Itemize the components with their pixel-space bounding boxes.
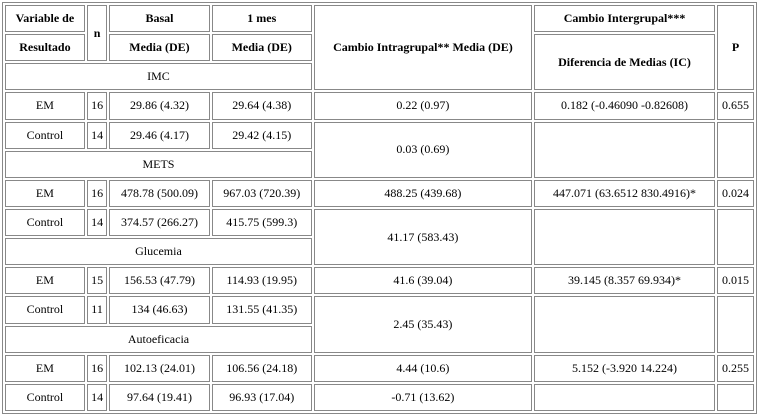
intra-cell: 41.17 (583.43) [313,208,532,266]
p-cell: 0.255 [717,354,754,382]
inter-cell [533,383,716,411]
group-label: Control [5,383,85,411]
intra-cell: 4.44 (10.6) [313,354,532,382]
group-label: EM [5,354,85,382]
n-cell: 14 [86,383,108,411]
inter-cell: 0.182 (-0.46090 -0.82608) [533,92,716,120]
p-cell: 0.015 [717,267,754,295]
intra-cell: 2.45 (35.43) [313,296,532,353]
table-row: Control 11 134 (46.63) 131.55 (41.35) 2.45 (… [5,296,754,353]
table-row: EM 15 156.53 (47.79) 114.93 (19.95) 41.6 (39… [5,267,754,295]
table-row: Autoeficacia [5,325,754,353]
p-cell [717,383,754,411]
month-cell: 114.93 (19.95) [211,267,312,295]
n-cell: 16 [86,354,108,382]
header-cell: n [86,5,108,62]
intra-cell: 488.25 (439.68) [313,179,532,207]
header-cell: P [717,5,754,91]
table-row: EM 16 29.86 (4.32) 29.64 (4.38) 0.22 (0.97) 0… [5,92,754,120]
table-row: EM 16 478.78 (500.09) 967.03 (720.39) 488.25… [5,179,754,207]
group-label: Control [5,121,85,149]
header-cell: Media (DE) [211,34,312,62]
header-cell: Basal [109,5,210,33]
group-name: Glucemia [5,238,312,266]
table-row: Control 14 374.57 (266.27) 415.75 (599.3) 41… [5,208,754,266]
n-cell: 14 [86,121,108,149]
header-cell: 1 mes [211,5,312,33]
basal-cell: 102.13 (24.01) [109,354,210,382]
group-name: METS [5,150,312,178]
group-name: IMC [5,63,312,91]
p-cell [717,121,754,178]
month-cell: 29.42 (4.15) [211,121,312,149]
n-cell: 14 [86,208,108,237]
month-cell: 967.03 (720.39) [211,179,312,207]
table-row: Control 14 29.46 (4.17) 29.42 (4.15) 0.03 (0… [5,121,754,178]
basal-cell: 29.46 (4.17) [109,121,210,149]
header-cell: Variable de [5,5,85,33]
basal-cell: 97.64 (19.41) [109,383,210,411]
month-cell: 29.64 (4.38) [211,92,312,120]
group-label: EM [5,92,85,120]
month-cell: 131.55 (41.35) [211,296,312,324]
header-cell: Cambio Intergrupal*** [533,5,716,33]
inter-cell [533,121,716,178]
table-row: METS [5,150,754,178]
group-label: Control [5,296,85,324]
basal-cell: 478.78 (500.09) [109,179,210,207]
inter-cell: 447.071 (63.6512 830.4916)* [533,179,716,207]
inter-cell [533,296,716,353]
month-cell: 415.75 (599.3) [211,208,312,237]
intra-cell: -0.71 (13.62) [313,383,532,411]
n-cell: 11 [86,296,108,324]
intra-cell: 41.6 (39.04) [313,267,532,295]
n-cell: 16 [86,179,108,207]
header-cell: Cambio Intragrupal** Media (DE) [313,5,532,91]
p-cell [717,296,754,353]
group-label: EM [5,179,85,207]
basal-cell: 134 (46.63) [109,296,210,324]
intra-cell: 0.22 (0.97) [313,92,532,120]
group-label: EM [5,267,85,295]
table-row: IMC [5,63,754,91]
p-cell: 0.024 [717,179,754,207]
basal-cell: 29.86 (4.32) [109,92,210,120]
results-table: Variable de n Basal 1 mes Cambio Intragr… [2,2,757,414]
n-cell: 15 [86,267,108,295]
intra-cell: 0.03 (0.69) [313,121,532,178]
group-name: Autoeficacia [5,325,312,353]
basal-cell: 156.53 (47.79) [109,267,210,295]
header-cell: Media (DE) [109,34,210,62]
group-label: Control [5,208,85,237]
header-cell: Resultado [5,34,85,62]
inter-cell: 5.152 (-3.920 14.224) [533,354,716,382]
month-cell: 96.93 (17.04) [211,383,312,411]
inter-cell [533,208,716,266]
basal-cell: 374.57 (266.27) [109,208,210,237]
p-cell [717,208,754,266]
header-cell: Diferencia de Medias (IC) [533,34,716,91]
p-cell: 0.655 [717,92,754,120]
table-row: EM 16 102.13 (24.01) 106.56 (24.18) 4.44 (10… [5,354,754,382]
n-cell: 16 [86,92,108,120]
table-row: Glucemia [5,238,754,266]
table-row: Control 14 97.64 (19.41) 96.93 (17.04) -0.71… [5,383,754,411]
month-cell: 106.56 (24.18) [211,354,312,382]
inter-cell: 39.145 (8.357 69.934)* [533,267,716,295]
